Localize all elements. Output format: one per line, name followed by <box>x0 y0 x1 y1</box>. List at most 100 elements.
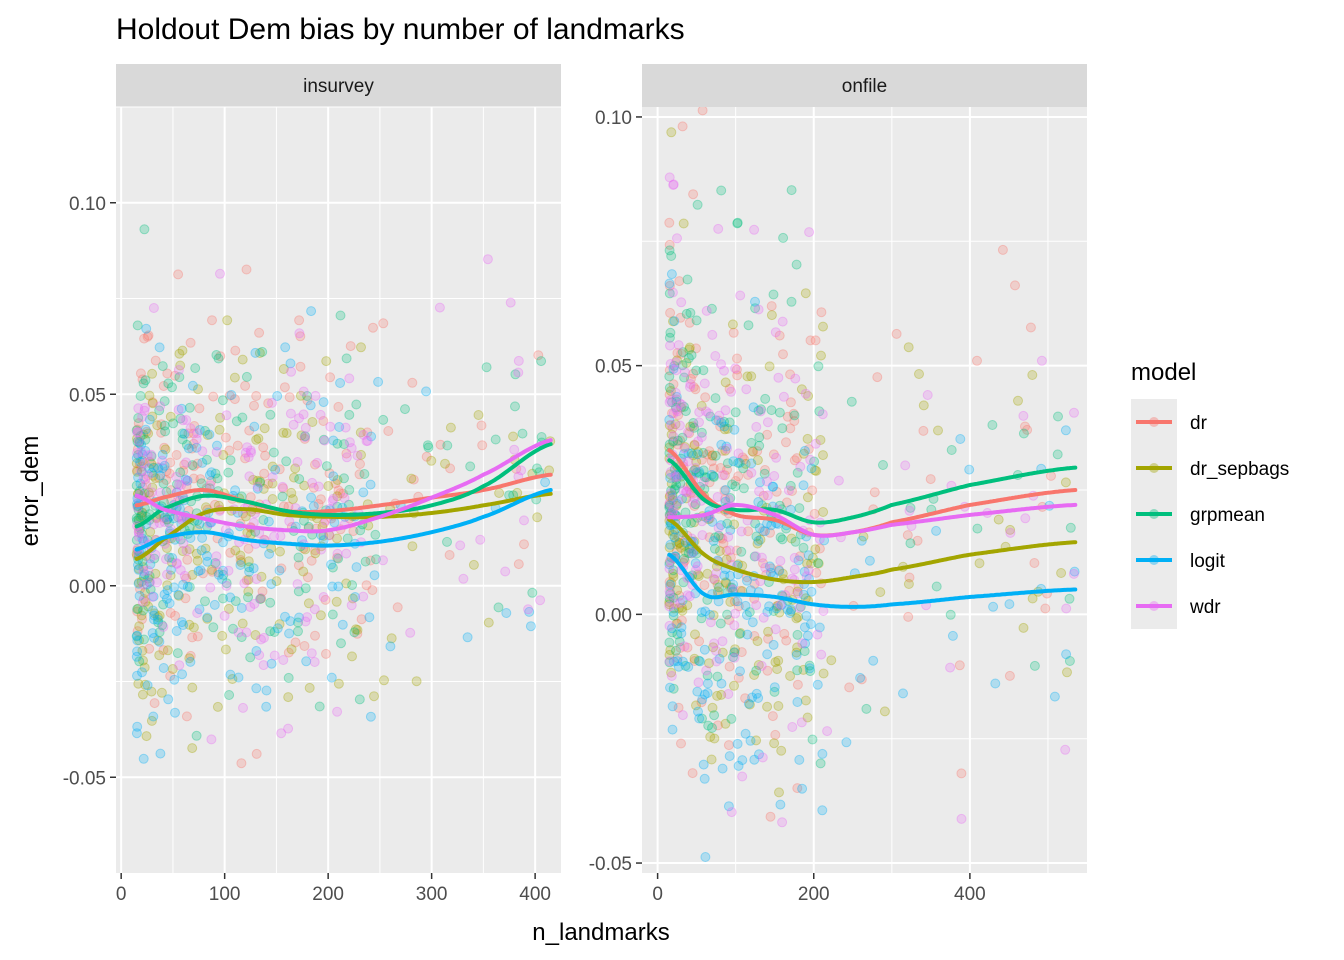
point-wdr <box>714 410 725 421</box>
smooth-line-logit <box>134 488 553 552</box>
point-grpmean <box>754 440 765 451</box>
point-dr <box>708 463 719 474</box>
point-logit <box>664 500 675 511</box>
point-dr <box>749 631 760 641</box>
point-wdr <box>771 452 782 463</box>
point-dr <box>749 578 760 589</box>
point-logit <box>280 342 291 353</box>
point-dr_sepbags <box>1056 568 1067 578</box>
point-dr_sepbags <box>187 569 198 580</box>
point-grpmean <box>712 671 723 682</box>
point-grpmean <box>184 582 195 592</box>
point-logit <box>197 457 208 468</box>
point-dr <box>189 421 200 431</box>
point-grpmean <box>878 460 888 470</box>
point-wdr <box>361 436 372 447</box>
point-wdr <box>500 566 511 577</box>
point-dr <box>354 469 365 480</box>
point-wdr <box>664 563 675 574</box>
point-grpmean <box>344 484 355 495</box>
point-dr <box>731 545 742 556</box>
point-dr_sepbags <box>222 315 233 326</box>
y-tick-label: -0.05 <box>589 854 632 875</box>
point-dr_sepbags <box>802 712 813 723</box>
point-wdr <box>505 297 516 308</box>
point-wdr <box>362 435 373 446</box>
point-grpmean <box>302 391 313 401</box>
point-wdr <box>730 608 741 619</box>
point-wdr <box>711 656 722 667</box>
point-dr_sepbags <box>147 482 158 493</box>
point-wdr <box>665 340 675 351</box>
point-grpmean <box>705 411 716 422</box>
point-dr <box>170 610 181 621</box>
point-wdr <box>777 817 788 828</box>
point-wdr <box>757 752 768 763</box>
point-grpmean <box>510 401 520 412</box>
point-logit <box>800 638 811 649</box>
point-dr <box>213 567 224 578</box>
point-wdr <box>755 406 766 417</box>
point-dr <box>260 450 271 461</box>
point-wdr <box>267 397 277 408</box>
point-logit <box>745 735 756 746</box>
point-wdr <box>730 363 741 374</box>
point-dr <box>785 369 796 380</box>
point-grpmean <box>670 483 681 494</box>
point-grpmean <box>688 418 699 428</box>
point-grpmean <box>769 686 780 697</box>
point-grpmean <box>339 473 349 484</box>
point-wdr <box>778 391 789 402</box>
point-grpmean <box>719 416 730 427</box>
point-dr_sepbags <box>692 569 703 580</box>
point-logit <box>301 656 312 667</box>
point-wdr <box>665 359 676 369</box>
point-dr <box>715 532 726 543</box>
point-dr_sepbags <box>730 644 740 655</box>
point-logit <box>206 467 217 478</box>
point-grpmean <box>714 582 724 593</box>
point-logit <box>161 593 172 604</box>
point-logit <box>683 661 694 672</box>
point-logit <box>732 596 743 607</box>
point-wdr <box>664 397 675 408</box>
point-wdr <box>720 405 731 416</box>
point-dr_sepbags <box>283 692 294 703</box>
point-wdr <box>340 422 351 433</box>
point-grpmean <box>775 532 786 543</box>
point-logit <box>677 656 688 667</box>
point-logit <box>251 683 262 694</box>
point-logit <box>204 470 215 481</box>
point-dr_sepbags <box>251 434 262 445</box>
point-dr <box>1040 603 1051 614</box>
point-grpmean <box>692 199 703 210</box>
point-dr <box>715 421 726 432</box>
point-grpmean <box>701 472 712 483</box>
point-dr_sepbags <box>752 455 763 466</box>
point-logit <box>673 661 684 672</box>
point-logit <box>1049 691 1060 702</box>
x-tick-label: 400 <box>954 884 986 905</box>
point-dr_sepbags <box>237 354 248 365</box>
point-logit <box>693 706 703 717</box>
point-wdr <box>665 590 676 601</box>
point-wdr <box>697 530 708 541</box>
point-dr <box>299 433 310 444</box>
point-wdr <box>313 481 324 492</box>
point-grpmean <box>190 363 201 374</box>
point-grpmean <box>442 440 453 451</box>
point-grpmean <box>751 665 762 676</box>
point-logit <box>1004 599 1015 610</box>
point-dr_sepbags <box>369 691 379 702</box>
point-wdr <box>307 477 318 488</box>
point-logit <box>740 600 751 611</box>
point-wdr <box>221 580 232 591</box>
point-wdr <box>233 627 244 638</box>
point-dr_sepbags <box>356 449 366 460</box>
point-dr <box>140 474 151 485</box>
point-dr_sepbags <box>217 630 228 641</box>
point-logit <box>801 610 812 621</box>
point-grpmean <box>727 479 738 490</box>
point-wdr <box>318 592 329 602</box>
